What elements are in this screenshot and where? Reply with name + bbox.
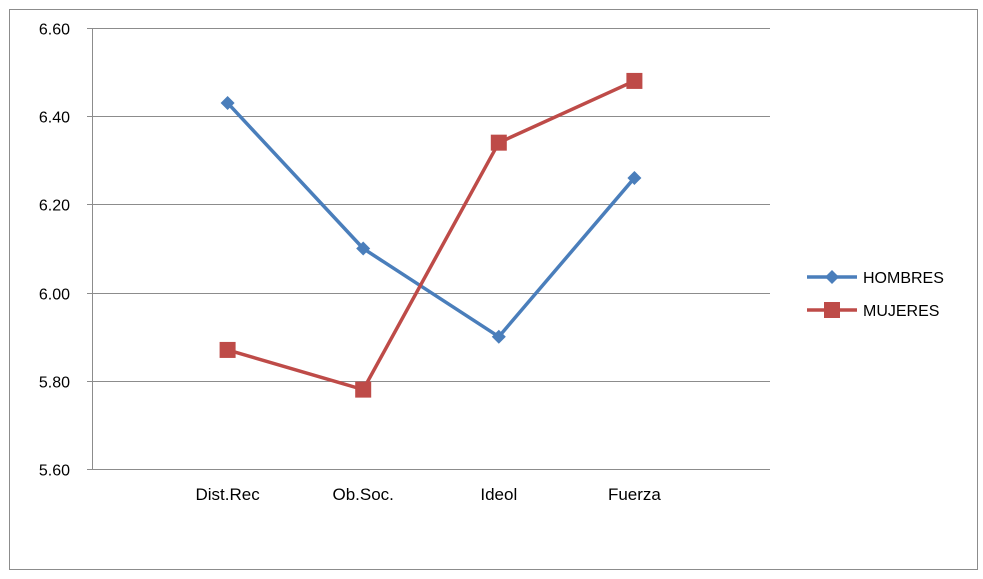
y-tick-label: 5.80 bbox=[39, 375, 70, 392]
data-point bbox=[490, 134, 507, 151]
chart-border bbox=[9, 9, 978, 570]
data-point bbox=[220, 95, 235, 110]
data-point bbox=[219, 341, 236, 358]
y-tick-label: 6.20 bbox=[39, 198, 70, 215]
legend-marker bbox=[824, 302, 840, 318]
x-tick-label: Dist.Rec bbox=[195, 485, 260, 504]
y-tick-label: 5.60 bbox=[39, 463, 70, 480]
data-point bbox=[355, 381, 372, 398]
data-point bbox=[491, 329, 506, 344]
data-point bbox=[626, 72, 643, 89]
legend-label: MUJERES bbox=[863, 303, 939, 320]
data-point bbox=[356, 241, 371, 256]
x-tick-label: Fuerza bbox=[608, 485, 661, 504]
data-point bbox=[627, 170, 642, 185]
y-tick-label: 6.60 bbox=[39, 22, 70, 39]
legend-marker bbox=[825, 270, 839, 284]
x-tick-label: Ob.Soc. bbox=[332, 485, 393, 504]
y-tick-label: 6.00 bbox=[39, 287, 70, 304]
series-line-mujeres bbox=[227, 79, 636, 392]
series-line-hombres bbox=[226, 101, 636, 339]
y-tick-label: 6.40 bbox=[39, 110, 70, 127]
legend-label: HOMBRES bbox=[863, 270, 944, 287]
x-tick-label: Ideol bbox=[480, 485, 517, 504]
